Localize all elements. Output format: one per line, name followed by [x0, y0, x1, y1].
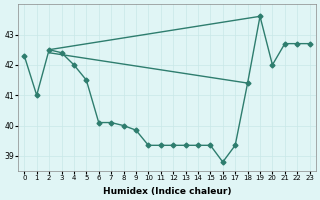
X-axis label: Humidex (Indice chaleur): Humidex (Indice chaleur): [103, 187, 231, 196]
